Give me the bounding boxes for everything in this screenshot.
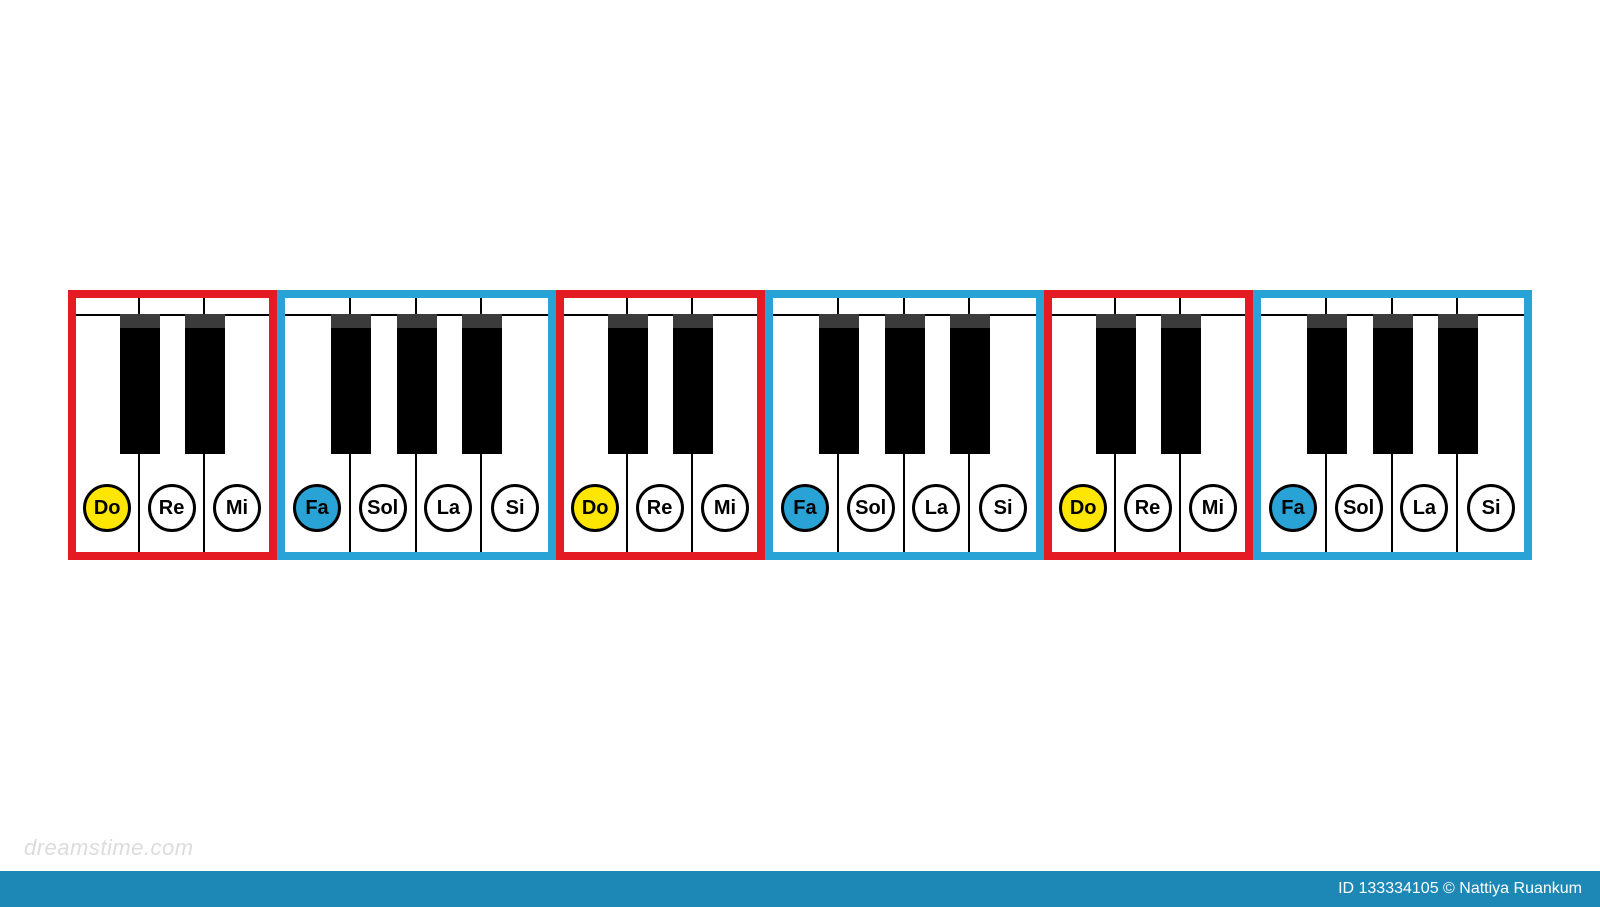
footer-bar: ID 133334105 © Nattiya Ruankum xyxy=(0,871,1600,907)
white-key: Sol xyxy=(351,298,417,552)
white-key: Mi xyxy=(205,298,269,552)
white-key: Mi xyxy=(1181,298,1245,552)
white-key: Mi xyxy=(693,298,757,552)
keyboard-top-bar xyxy=(1052,314,1245,316)
piano-keyboard-diagram: Do Re Mi Fa Sol La Si Do Re Mi Fa Sol La Si Do Re Mi Fa So… xyxy=(68,290,1532,560)
note-circle: Mi xyxy=(213,484,261,532)
white-key: Sol xyxy=(1327,298,1393,552)
note-circle: Si xyxy=(979,484,1027,532)
white-key: Si xyxy=(970,298,1036,552)
key-group: Fa Sol La Si xyxy=(277,290,556,560)
note-circle: Fa xyxy=(293,484,341,532)
key-group: Fa Sol La Si xyxy=(765,290,1044,560)
note-circle: Re xyxy=(148,484,196,532)
note-circle: La xyxy=(1400,484,1448,532)
white-key: La xyxy=(1393,298,1459,552)
keyboard-top-bar xyxy=(76,314,269,316)
white-key: Re xyxy=(1116,298,1180,552)
note-circle: Re xyxy=(1124,484,1172,532)
note-circle: La xyxy=(912,484,960,532)
note-circle: Sol xyxy=(359,484,407,532)
note-circle: Do xyxy=(571,484,619,532)
white-key: Sol xyxy=(839,298,905,552)
white-key: Re xyxy=(628,298,692,552)
keyboard-top-bar xyxy=(564,314,757,316)
key-group: Do Re Mi xyxy=(68,290,277,560)
keyboard-top-bar xyxy=(1261,314,1524,316)
note-circle: Mi xyxy=(701,484,749,532)
white-key: Do xyxy=(76,298,140,552)
watermark-text: dreamstime.com xyxy=(24,835,194,861)
note-circle: Si xyxy=(1467,484,1515,532)
white-key: Do xyxy=(564,298,628,552)
white-key: Do xyxy=(1052,298,1116,552)
keyboard-top-bar xyxy=(285,314,548,316)
white-key: La xyxy=(417,298,483,552)
keyboard-top-bar xyxy=(773,314,1036,316)
key-group: Do Re Mi xyxy=(1044,290,1253,560)
white-key: Fa xyxy=(773,298,839,552)
note-circle: Re xyxy=(636,484,684,532)
note-circle: Do xyxy=(1059,484,1107,532)
white-key: La xyxy=(905,298,971,552)
white-key: Fa xyxy=(1261,298,1327,552)
note-circle: Mi xyxy=(1189,484,1237,532)
note-circle: Sol xyxy=(847,484,895,532)
note-circle: Fa xyxy=(781,484,829,532)
note-circle: La xyxy=(424,484,472,532)
footer-credit: ID 133334105 © Nattiya Ruankum xyxy=(1338,880,1582,898)
note-circle: Si xyxy=(491,484,539,532)
white-key: Si xyxy=(1458,298,1524,552)
white-key: Re xyxy=(140,298,204,552)
note-circle: Do xyxy=(83,484,131,532)
key-group: Fa Sol La Si xyxy=(1253,290,1532,560)
white-key: Fa xyxy=(285,298,351,552)
white-key: Si xyxy=(482,298,548,552)
key-group: Do Re Mi xyxy=(556,290,765,560)
note-circle: Fa xyxy=(1269,484,1317,532)
note-circle: Sol xyxy=(1335,484,1383,532)
